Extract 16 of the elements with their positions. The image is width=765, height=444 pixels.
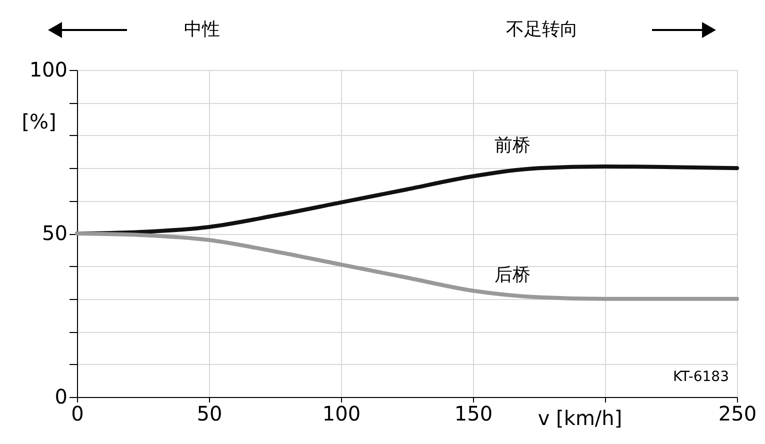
y-tick-label: 100 xyxy=(29,58,68,82)
series-label: 后桥 xyxy=(494,264,531,286)
x-tick-label: 150 xyxy=(454,402,493,426)
x-tick-label: 100 xyxy=(322,402,361,426)
y-axis-title: [%] xyxy=(22,109,56,134)
line-series xyxy=(75,232,739,301)
x-tick-label: 0 xyxy=(71,402,84,426)
y-tick-label: 50 xyxy=(42,221,68,245)
text: 中性 xyxy=(184,19,220,40)
x-axis-title: v [km/h] xyxy=(538,406,622,430)
text: 不足转向 xyxy=(506,19,578,40)
x-tick-label: 50 xyxy=(196,402,222,426)
y-tick-label: 0 xyxy=(54,384,68,408)
x-tick-label: 250 xyxy=(718,402,757,426)
series-label: 前桥 xyxy=(494,135,531,156)
annotation: KT-6183 xyxy=(672,369,729,385)
